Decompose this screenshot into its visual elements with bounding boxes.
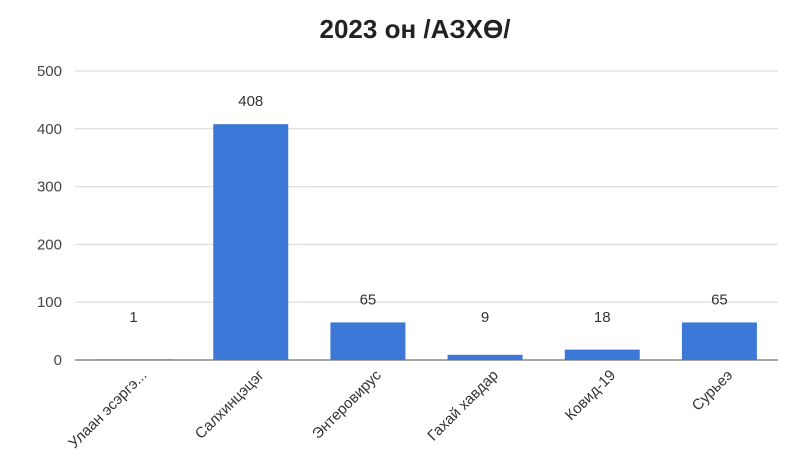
bar: [681, 322, 757, 360]
bar: [447, 354, 523, 360]
data-label: 65: [360, 291, 377, 308]
data-label: 408: [238, 93, 263, 110]
data-label: 9: [481, 309, 489, 326]
bar: [564, 349, 640, 360]
y-tick-label: 0: [54, 352, 62, 369]
y-tick-label: 500: [37, 63, 62, 80]
bar: [96, 359, 172, 360]
data-label: 1: [129, 309, 137, 326]
bar: [330, 322, 406, 360]
x-tick-label: Ковид-19: [562, 367, 619, 424]
data-labels: 1 408 65 9 18 65: [129, 93, 727, 326]
x-tick-label: Улаан эсэргэ...: [65, 367, 150, 452]
x-axis-labels: Улаан эсэргэ... Салхинцэцэг Энтеровирус Гах…: [65, 366, 736, 451]
y-tick-label: 200: [37, 236, 62, 253]
y-tick-label: 100: [37, 294, 62, 311]
x-tick-label: Энтеровирус: [309, 366, 385, 442]
x-tick-label: Салхинцэцэг: [192, 366, 268, 442]
y-axis-ticks: 0 100 200 300 400 500: [37, 63, 62, 369]
gridlines: [75, 70, 778, 361]
x-tick-label: Сурьеэ: [689, 367, 737, 415]
y-tick-label: 300: [37, 179, 62, 196]
bars: [96, 124, 757, 361]
x-tick-label: Гахай хавдар: [424, 367, 502, 445]
chart-title: 2023 он /АЗХӨ/: [320, 14, 511, 44]
data-label: 18: [594, 309, 611, 326]
bar: [213, 124, 289, 361]
data-label: 65: [711, 291, 728, 308]
y-tick-label: 400: [37, 121, 62, 138]
